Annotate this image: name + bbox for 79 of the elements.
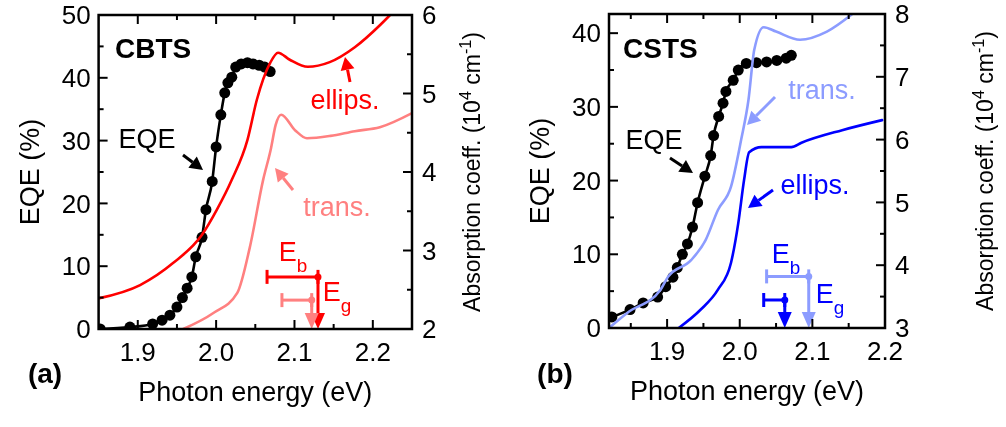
point — [720, 85, 732, 97]
point — [206, 175, 218, 187]
point — [676, 248, 688, 260]
y2-tick-label: 7 — [895, 61, 910, 92]
point — [732, 64, 744, 76]
text: (b) — [537, 357, 573, 389]
x-axis-title: Photon energy (eV) — [629, 376, 865, 406]
y-tick-label: 0 — [76, 314, 91, 345]
annotation: CSTS — [623, 32, 698, 64]
point — [147, 318, 159, 329]
y2-tick-label: 8 — [895, 0, 910, 30]
y2-tick-label: 6 — [895, 124, 910, 155]
y-tick-label: 10 — [572, 239, 601, 270]
annotation: ellips. — [780, 170, 850, 201]
point — [181, 282, 193, 294]
x-tick-label: 2.0 — [198, 337, 235, 367]
y2-tick-label: 4 — [422, 157, 437, 188]
point — [681, 238, 693, 250]
point — [219, 87, 231, 99]
point — [717, 97, 729, 109]
y2-tick-label: 4 — [895, 250, 910, 281]
point — [761, 56, 773, 68]
point — [200, 204, 212, 216]
point — [713, 110, 725, 122]
point — [699, 170, 711, 182]
line-series — [98, 15, 392, 300]
text: (a) — [27, 357, 63, 389]
y-tick-label: 10 — [61, 251, 91, 282]
point — [708, 130, 720, 142]
y-tick-label: 30 — [572, 91, 601, 122]
point — [727, 74, 739, 86]
y-tick-label: 30 — [61, 125, 91, 156]
y2-tick-label: 5 — [895, 187, 910, 218]
annotation: E$_{b}$ — [771, 239, 801, 278]
x-tick-label: 1.9 — [119, 337, 156, 367]
point — [687, 221, 699, 233]
y-tick-label: 40 — [572, 18, 601, 49]
x-axis-title: Photon energy (eV) — [138, 377, 373, 407]
y2-tick-label: 3 — [422, 235, 437, 266]
point — [740, 57, 752, 69]
annotation: EQE — [118, 124, 176, 155]
point — [186, 271, 198, 283]
x-tick-label: 2.1 — [794, 336, 831, 366]
y-axis-title: EQE (%) — [525, 117, 556, 225]
y2-tick-label: 6 — [422, 0, 437, 31]
point — [171, 301, 183, 313]
y-tick-label: 20 — [61, 188, 91, 219]
annotation: E$_{g}$ — [322, 277, 352, 316]
annotation: EQE — [625, 125, 683, 156]
point — [156, 314, 168, 326]
annotation: CBTS — [115, 32, 192, 64]
point — [692, 197, 704, 209]
x-tick-label: 2.1 — [276, 337, 313, 367]
point — [190, 251, 202, 263]
y-tick-label: 40 — [61, 62, 91, 93]
x-tick-label: 2.2 — [866, 336, 904, 366]
y-axis-title: EQE (%) — [15, 118, 46, 226]
line-series — [609, 14, 854, 328]
y2-tick-label: 2 — [422, 314, 437, 345]
x-tick-label: 2.2 — [354, 337, 391, 367]
y-tick-label: 20 — [572, 165, 601, 196]
point — [210, 141, 222, 153]
point — [771, 54, 783, 66]
x-tick-label: 1.9 — [649, 336, 686, 366]
point — [705, 150, 717, 162]
x-tick-label: 2.0 — [721, 336, 758, 366]
y-tick-label: 50 — [61, 0, 91, 31]
annotation: trans. — [303, 192, 371, 223]
annotation: trans. — [788, 75, 856, 106]
y-tick-label: 0 — [586, 313, 601, 344]
point — [785, 49, 797, 61]
y2-tick-label: 5 — [422, 78, 437, 109]
annotation: E$_{b}$ — [278, 237, 308, 276]
annotation: ellips. — [310, 85, 380, 116]
point — [164, 309, 176, 321]
point — [176, 292, 188, 304]
annotation: E$_{g}$ — [815, 279, 845, 318]
point — [226, 71, 238, 83]
point — [215, 109, 227, 121]
